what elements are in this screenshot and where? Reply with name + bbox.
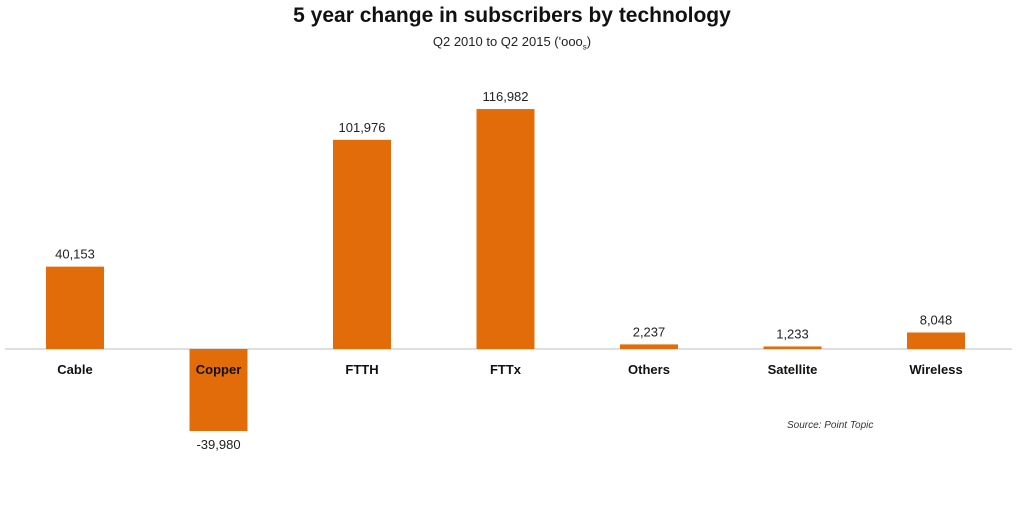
category-label-satellite: Satellite: [768, 362, 818, 377]
chart-subtitle: Q2 2010 to Q2 2015 ('ooos): [0, 34, 1024, 52]
value-label-copper: -39,980: [196, 437, 240, 452]
category-label-ftth: FTTH: [345, 362, 378, 377]
category-label-copper: Copper: [196, 362, 242, 377]
source-note: Source: Point Topic: [787, 420, 874, 431]
bar-copper: [189, 349, 248, 432]
bar-wireless: [907, 332, 965, 349]
category-label-others: Others: [628, 362, 670, 377]
subtitle-end: ): [586, 34, 592, 49]
chart-title: 5 year change in subscribers by technolo…: [293, 4, 731, 27]
subtitle-main: Q2 2010 to Q2 2015 ('ooo: [432, 34, 583, 49]
category-label-wireless: Wireless: [909, 362, 962, 377]
bar-fttx: [476, 109, 535, 349]
value-label-ftth: 101,976: [339, 120, 386, 135]
bar-ftth: [333, 139, 391, 349]
category-label-cable: Cable: [57, 362, 92, 377]
category-label-fttx: FTTx: [490, 362, 522, 377]
value-label-wireless: 8,048: [920, 312, 953, 327]
value-label-satellite: 1,233: [776, 326, 809, 341]
bar-satellite: [763, 346, 822, 349]
bar-others: [620, 344, 678, 349]
value-label-fttx: 116,982: [482, 89, 528, 104]
bar-cable: [46, 266, 104, 349]
value-label-cable: 40,153: [55, 247, 95, 262]
value-label-others: 2,237: [633, 324, 666, 339]
subtitle-subscript: s: [582, 42, 587, 52]
